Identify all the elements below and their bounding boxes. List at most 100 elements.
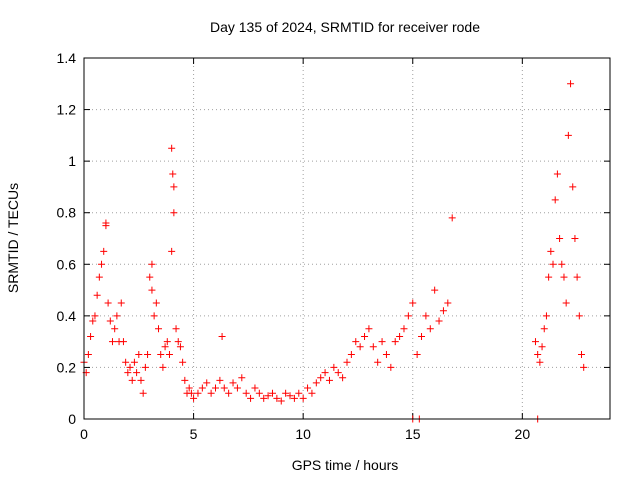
x-tick-label: 10 bbox=[295, 426, 311, 442]
y-tick-label: 0.2 bbox=[57, 359, 77, 375]
data-point bbox=[553, 170, 561, 178]
data-point bbox=[404, 312, 412, 320]
data-point bbox=[152, 299, 160, 307]
data-point bbox=[148, 286, 156, 294]
data-point bbox=[172, 325, 180, 333]
data-point bbox=[334, 369, 342, 377]
data-point bbox=[400, 325, 408, 333]
data-point bbox=[225, 389, 233, 397]
data-point bbox=[233, 384, 241, 392]
data-point bbox=[299, 394, 307, 402]
x-tick-label: 0 bbox=[80, 426, 88, 442]
data-point bbox=[562, 299, 570, 307]
data-point bbox=[106, 317, 114, 325]
data-point bbox=[268, 389, 276, 397]
data-point bbox=[396, 332, 404, 340]
data-point bbox=[122, 358, 130, 366]
y-axis-label: SRMTID / TECUs bbox=[5, 183, 21, 293]
data-point bbox=[273, 394, 281, 402]
data-point bbox=[157, 351, 165, 359]
data-point bbox=[170, 183, 178, 191]
data-point bbox=[170, 209, 178, 217]
plot-frame bbox=[83, 57, 611, 420]
data-point bbox=[218, 332, 226, 340]
data-point bbox=[330, 363, 338, 371]
data-point bbox=[176, 343, 184, 351]
data-point bbox=[84, 351, 92, 359]
data-point bbox=[413, 351, 421, 359]
data-point bbox=[361, 332, 369, 340]
data-point bbox=[130, 358, 138, 366]
data-point bbox=[409, 299, 417, 307]
data-point bbox=[304, 384, 312, 392]
data-point bbox=[343, 358, 351, 366]
data-point bbox=[117, 299, 125, 307]
data-point bbox=[255, 389, 263, 397]
data-point bbox=[542, 312, 550, 320]
data-point bbox=[560, 273, 568, 281]
data-point bbox=[282, 389, 290, 397]
data-point bbox=[198, 384, 206, 392]
data-point bbox=[163, 338, 171, 346]
data-point bbox=[387, 363, 395, 371]
data-point bbox=[545, 273, 553, 281]
data-point bbox=[137, 376, 145, 384]
data-point bbox=[93, 291, 101, 299]
data-point bbox=[87, 332, 95, 340]
data-point bbox=[569, 183, 577, 191]
data-point bbox=[119, 338, 127, 346]
data-point bbox=[141, 363, 149, 371]
data-point bbox=[435, 317, 443, 325]
data-point bbox=[124, 369, 132, 377]
data-point bbox=[187, 389, 195, 397]
y-tick-label: 1.4 bbox=[57, 50, 77, 66]
grid-lines bbox=[84, 58, 610, 419]
data-point bbox=[277, 397, 285, 405]
data-point bbox=[264, 392, 272, 400]
data-point bbox=[169, 170, 177, 178]
data-point bbox=[190, 394, 198, 402]
data-point bbox=[174, 338, 182, 346]
data-point bbox=[391, 338, 399, 346]
data-point bbox=[347, 351, 355, 359]
data-point bbox=[181, 376, 189, 384]
data-point bbox=[144, 351, 152, 359]
data-point bbox=[422, 312, 430, 320]
y-tick-label: 0.6 bbox=[57, 256, 77, 272]
data-points bbox=[80, 80, 588, 423]
data-point bbox=[439, 307, 447, 315]
data-point bbox=[549, 260, 557, 268]
data-point bbox=[290, 394, 298, 402]
data-point bbox=[91, 312, 99, 320]
data-point bbox=[220, 384, 228, 392]
data-point bbox=[159, 363, 167, 371]
data-point bbox=[286, 392, 294, 400]
data-point bbox=[126, 363, 134, 371]
data-point bbox=[128, 376, 136, 384]
data-point bbox=[531, 338, 539, 346]
data-point bbox=[431, 286, 439, 294]
data-point bbox=[448, 214, 456, 222]
data-point bbox=[168, 144, 176, 152]
data-point bbox=[317, 374, 325, 382]
y-tick-label: 1.2 bbox=[57, 102, 77, 118]
data-point bbox=[247, 394, 255, 402]
data-point bbox=[378, 338, 386, 346]
data-point bbox=[102, 219, 110, 227]
chart-title: Day 135 of 2024, SRMTID for receiver rod… bbox=[210, 19, 480, 35]
data-point bbox=[168, 247, 176, 255]
data-point bbox=[356, 343, 364, 351]
data-point bbox=[567, 80, 575, 88]
data-point bbox=[571, 235, 579, 242]
data-point bbox=[538, 343, 546, 351]
data-point bbox=[444, 299, 452, 307]
data-point bbox=[295, 389, 303, 397]
data-point bbox=[100, 247, 108, 255]
data-point bbox=[207, 389, 215, 397]
data-point bbox=[426, 325, 434, 333]
data-point bbox=[89, 317, 97, 325]
data-point bbox=[558, 260, 566, 268]
data-point bbox=[556, 235, 564, 242]
data-point bbox=[339, 374, 347, 382]
